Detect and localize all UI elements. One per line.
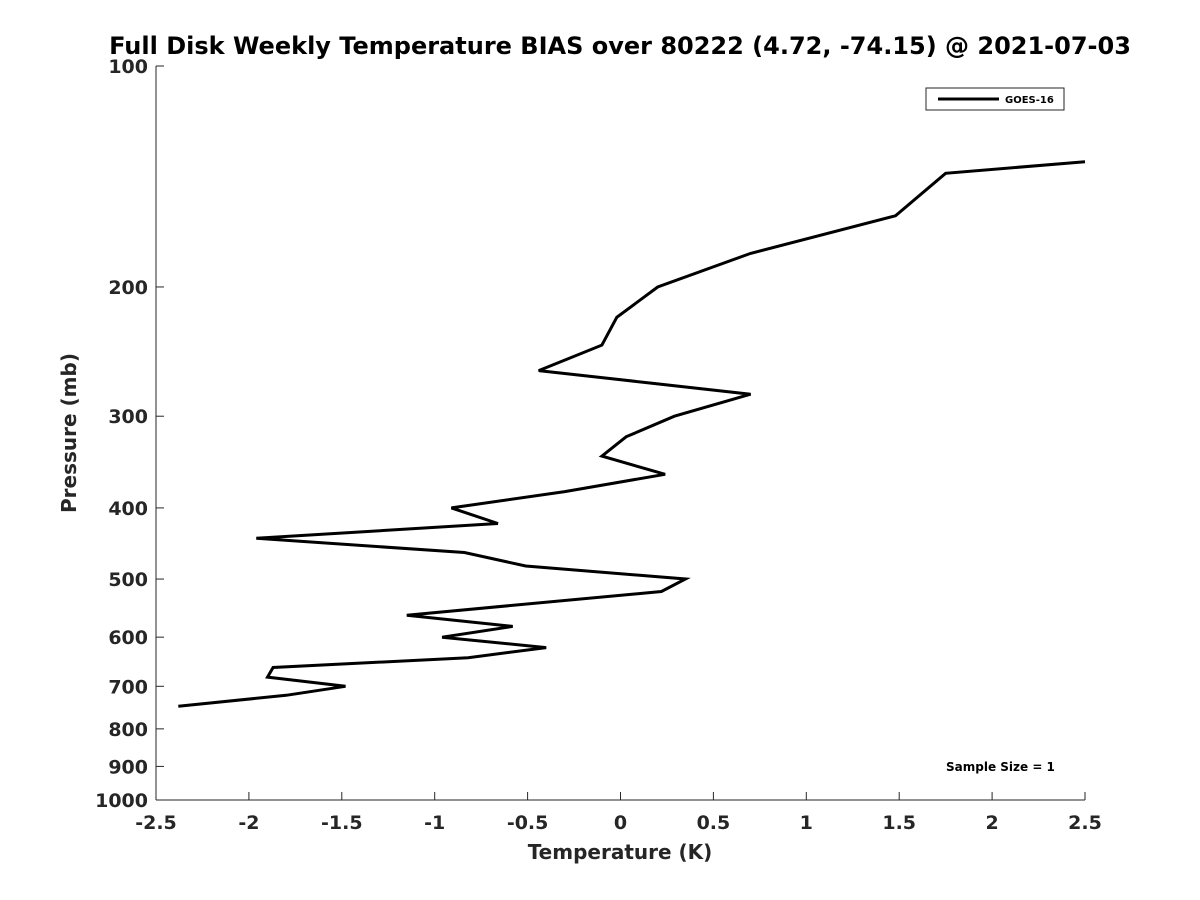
legend: GOES-16 [925,87,1065,111]
y-tick-label: 800 [108,719,148,741]
x-tick-label: 0.5 [697,812,731,834]
y-tick-label: 600 [108,627,148,649]
legend-label-goes-16: GOES-16 [1005,95,1054,106]
x-axis-label: Temperature (K) [528,840,713,864]
y-tick-label: 900 [108,756,148,778]
y-tick-label: 500 [108,569,148,591]
y-tick-label: 400 [108,498,148,520]
x-tick-label: 2 [985,812,998,834]
x-tick-label: 2.5 [1068,812,1102,834]
y-axis-label: Pressure (mb) [57,353,81,513]
x-tick-label: -1.5 [321,812,363,834]
y-tick-label: 100 [108,56,148,78]
x-tick-label: 1 [800,812,813,834]
series-layer [178,160,1086,708]
y-tick-label: 200 [108,277,148,299]
x-tick-label: -2.5 [135,812,177,834]
y-tick-label: 300 [108,406,148,428]
axes [155,66,1085,801]
x-tick-label: -0.5 [507,812,549,834]
y-tick-label: 1000 [95,790,148,812]
y-axis-ticks: 100 200 300 400 500 600 700 800 900 1000 [95,56,164,812]
sample-size-annotation: Sample Size = 1 [946,760,1055,774]
x-tick-label: 0 [614,812,627,834]
y-tick-label: 700 [108,676,148,698]
series-line-goes-16 [178,160,1086,708]
x-tick-label: 1.5 [882,812,916,834]
x-tick-label: -2 [238,812,259,834]
x-tick-label: -1 [424,812,445,834]
x-axis-ticks: -2.5 -2 -1.5 -1 -0.5 0 0.5 1 1.5 2 2.5 [135,792,1102,834]
chart-title: Full Disk Weekly Temperature BIAS over 8… [109,32,1131,60]
